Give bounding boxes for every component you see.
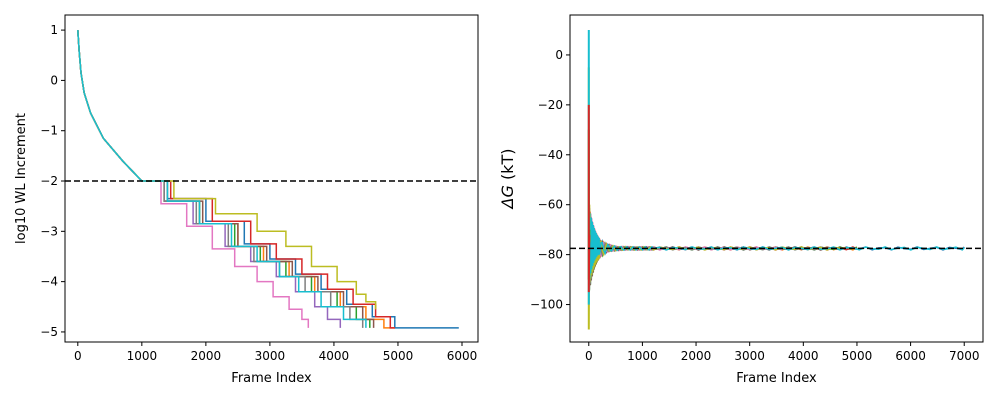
- y-tick-label: −1: [40, 124, 58, 138]
- left-x-ticks: 0 1000 2000 3000 4000 5000 6000: [74, 342, 477, 363]
- y-tick-label: −100: [530, 298, 563, 312]
- y-tick-label: 0: [555, 48, 563, 62]
- x-tick-label: 1000: [127, 349, 158, 363]
- right-series-line-7: [588, 208, 783, 273]
- left-series-line-3: [77, 30, 371, 328]
- x-tick-label: 4000: [788, 349, 819, 363]
- right-series-line-8: [588, 218, 831, 290]
- left-x-axis-label: Frame Index: [231, 371, 312, 386]
- right-series-line-6: [588, 217, 842, 291]
- right-series-group: [587, 30, 965, 330]
- right-initial-spike-4: [587, 104, 591, 293]
- x-tick-label: 0: [585, 349, 593, 363]
- right-plot-frame: [569, 14, 984, 343]
- right-y-axis-label: ΔG (kT): [498, 149, 517, 211]
- left-y-ticks: 1 0 −1 −2 −3 −4 −5: [40, 23, 65, 339]
- y-tick-label: −4: [40, 275, 58, 289]
- y-tick-label: −80: [538, 248, 563, 262]
- right-chart: 0 1000 2000 3000 4000 5000 6000 7000 0 −20 −40 −60…: [498, 14, 984, 386]
- right-x-ticks: 0 1000 2000 3000 4000 5000 6000 7000: [585, 342, 980, 363]
- left-series-line-4: [77, 30, 395, 329]
- left-series-group: [77, 30, 459, 329]
- y-tick-label: −2: [40, 174, 58, 188]
- x-tick-label: 4000: [319, 349, 350, 363]
- x-tick-label: 1000: [627, 349, 658, 363]
- left-series-line-7: [77, 30, 310, 328]
- x-tick-label: 5000: [842, 349, 873, 363]
- right-y-ticks: 0 −20 −40 −60 −80 −100: [530, 48, 570, 312]
- y-tick-label: −3: [40, 224, 58, 238]
- left-series-line-2: [77, 30, 395, 329]
- y-tick-label: −20: [538, 98, 563, 112]
- right-series-line-9: [588, 208, 842, 283]
- y-tick-label: −40: [538, 148, 563, 162]
- left-y-axis-label: log10 WL Increment: [14, 113, 29, 244]
- x-tick-label: 2000: [191, 349, 222, 363]
- left-chart: 0 1000 2000 3000 4000 5000 6000 1 0 −1 −2 −3 −4 −5 F…: [14, 14, 479, 386]
- y-tick-label: 0: [50, 73, 58, 87]
- x-tick-label: 6000: [447, 349, 478, 363]
- y-tick-label: 1: [50, 23, 58, 37]
- x-tick-label: 5000: [383, 349, 414, 363]
- right-x-axis-label: Frame Index: [736, 371, 817, 386]
- left-plot-frame: [64, 14, 479, 343]
- right-series-line-3: [588, 226, 858, 291]
- x-tick-label: 0: [74, 349, 82, 363]
- right-series-line-4: [588, 205, 858, 278]
- right-series-line-10: [588, 208, 965, 279]
- x-tick-label: 2000: [681, 349, 712, 363]
- y-tick-label: −60: [538, 198, 563, 212]
- x-tick-label: 7000: [949, 349, 980, 363]
- left-series-line-6: [77, 30, 375, 328]
- right-series-line-1: [588, 212, 965, 299]
- x-tick-label: 6000: [895, 349, 926, 363]
- x-tick-label: 3000: [734, 349, 765, 363]
- left-series-line-1: [77, 30, 459, 329]
- left-series-line-5: [77, 30, 342, 328]
- left-series-line-9: [77, 30, 377, 310]
- left-series-line-8: [77, 30, 364, 328]
- x-tick-label: 3000: [255, 349, 286, 363]
- left-series-line-10: [77, 30, 367, 328]
- y-tick-label: −5: [40, 325, 58, 339]
